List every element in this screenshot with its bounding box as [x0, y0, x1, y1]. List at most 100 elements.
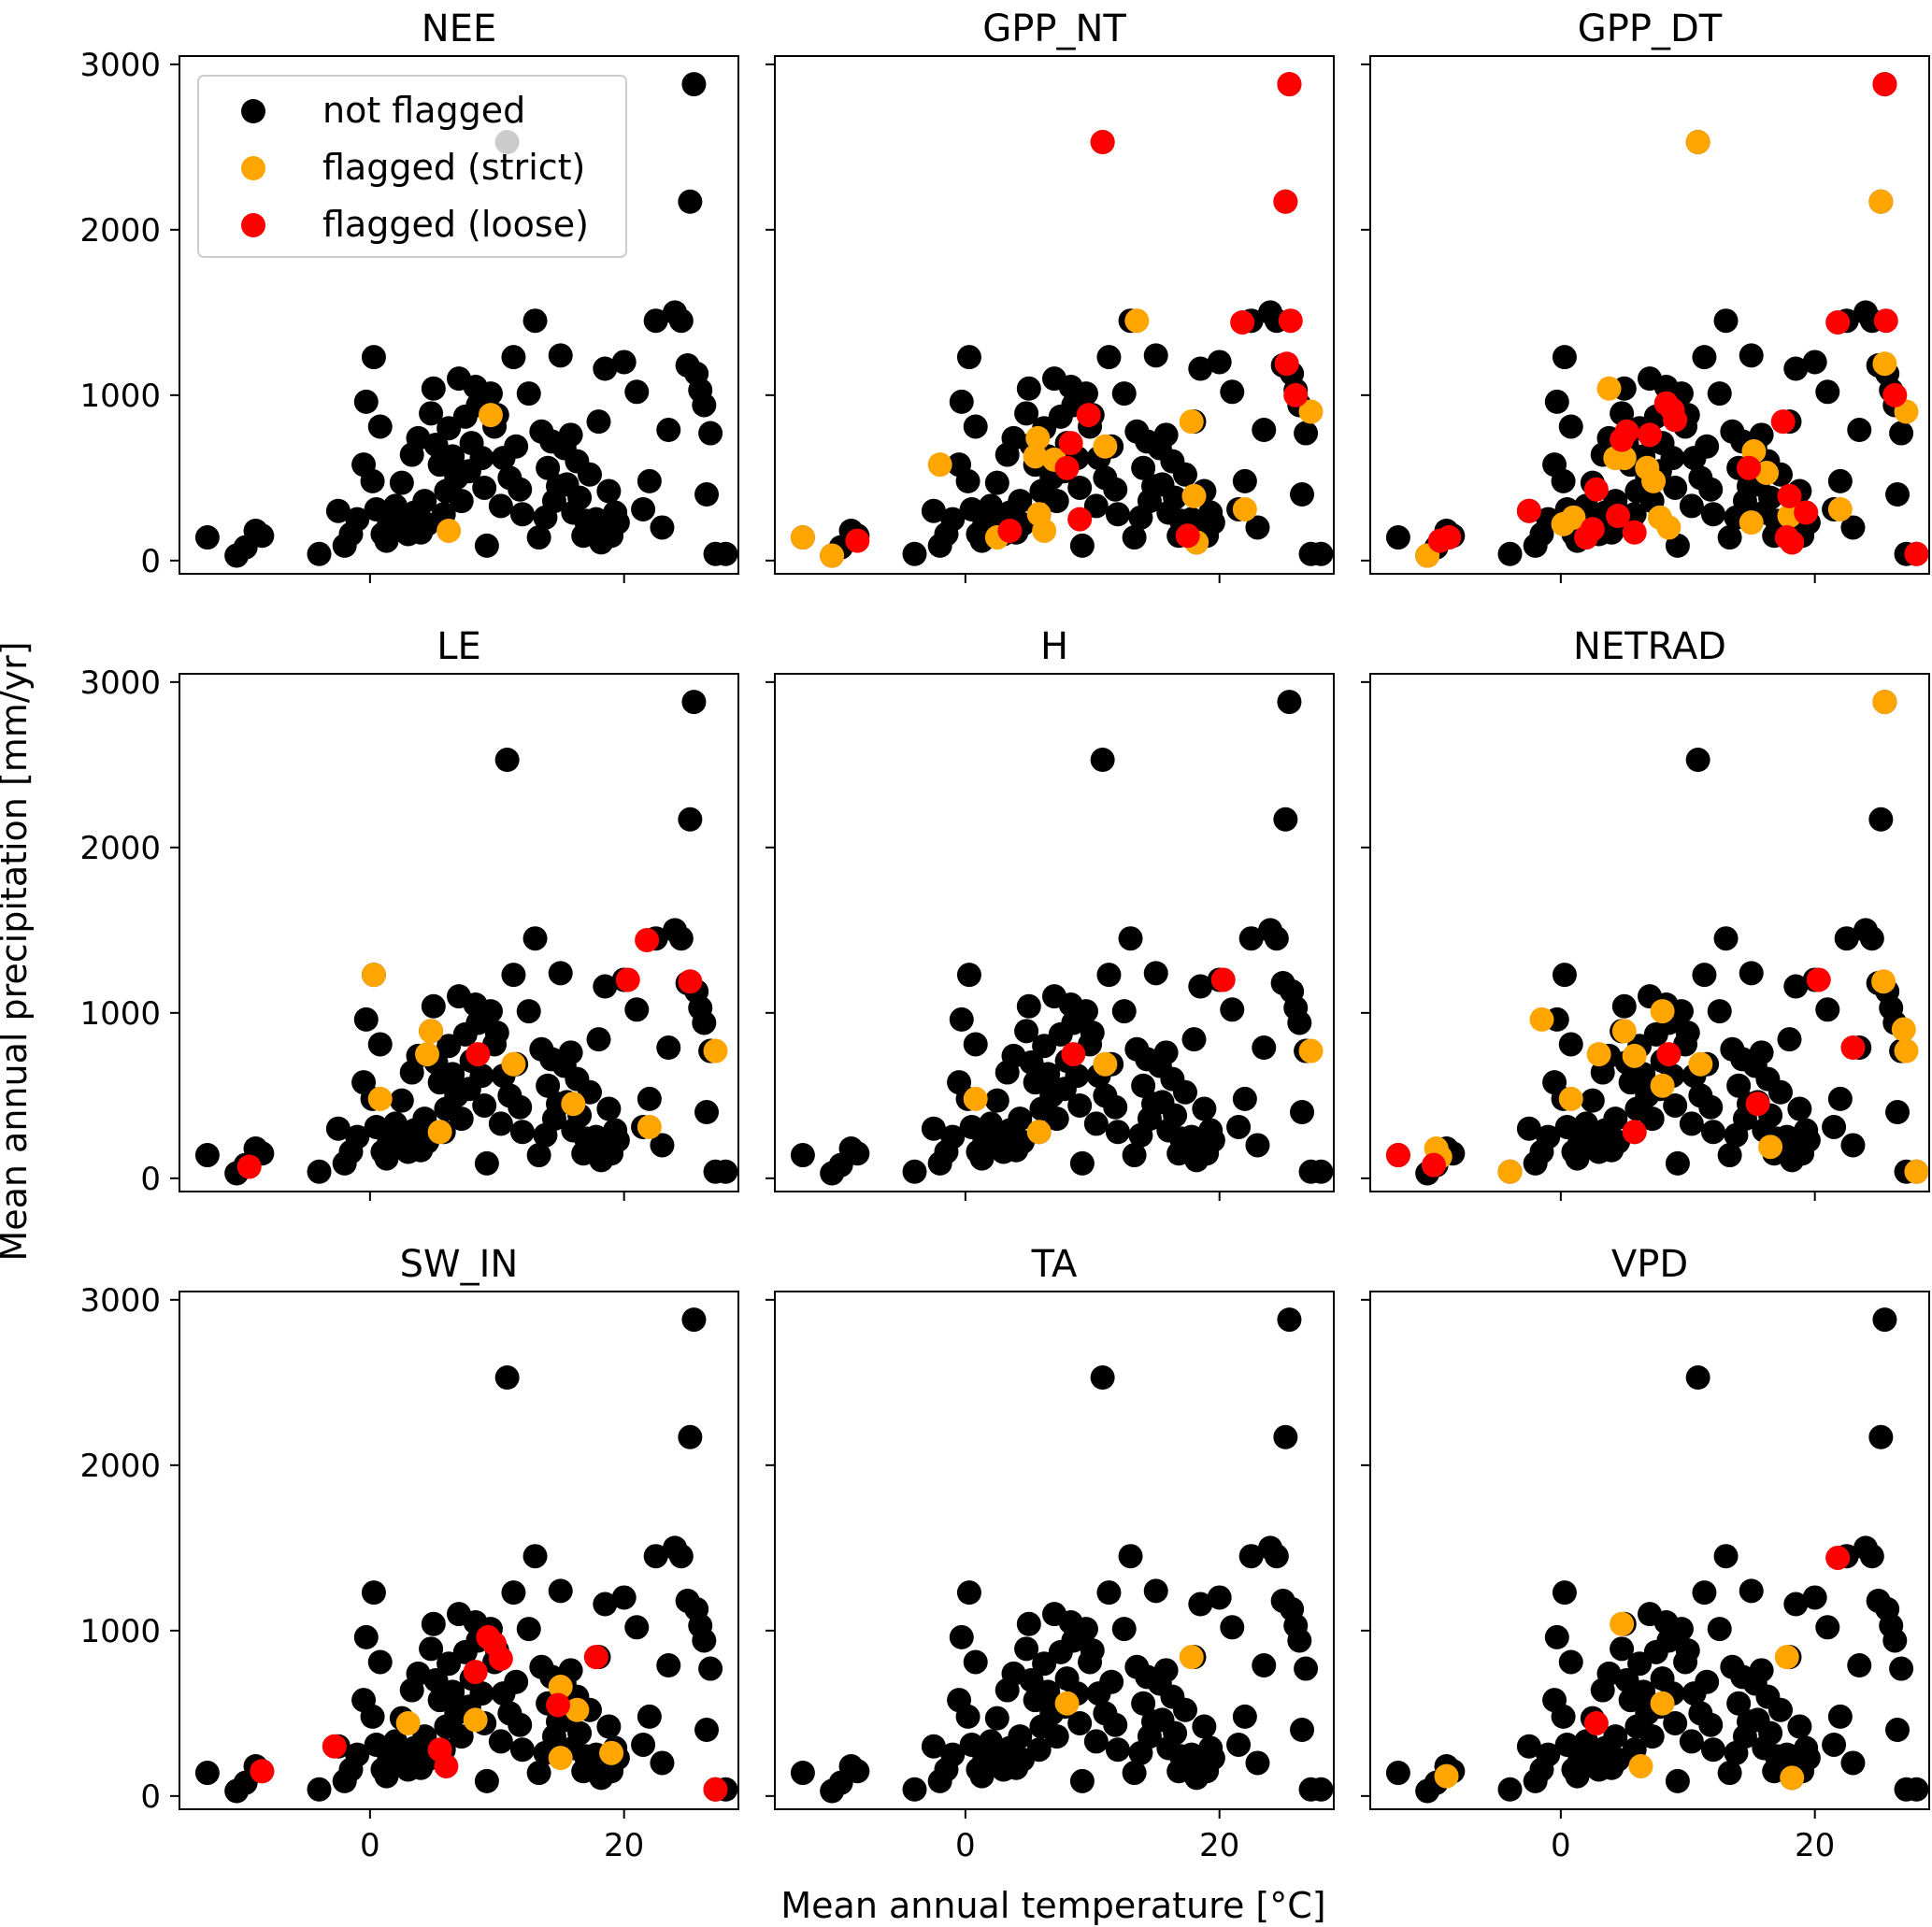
panel-le: LE 0 1000 2000 3000	[79, 625, 739, 1201]
point-flagged-loose	[1277, 72, 1302, 97]
point-not-flagged	[1172, 1697, 1197, 1722]
point-not-flagged	[1544, 389, 1569, 414]
point-flagged-strict	[1758, 1135, 1783, 1160]
point-not-flagged	[1700, 1737, 1725, 1763]
panel-title: LE	[436, 625, 481, 668]
point-not-flagged	[1726, 1691, 1752, 1716]
panel-frame	[774, 55, 1335, 575]
point-flagged-loose	[1904, 541, 1929, 566]
x-axis-label: Mean annual temperature [°C]	[780, 1885, 1325, 1926]
point-not-flagged	[1122, 1761, 1147, 1786]
point-not-flagged	[624, 997, 650, 1022]
point-not-flagged	[643, 308, 668, 334]
point-not-flagged	[1840, 1133, 1866, 1158]
point-not-flagged	[698, 1656, 723, 1681]
point-flagged-loose	[322, 1734, 347, 1759]
point-not-flagged	[509, 1737, 535, 1763]
point-not-flagged	[1264, 926, 1289, 951]
point-not-flagged	[1083, 1729, 1109, 1754]
point-not-flagged	[1698, 1712, 1724, 1737]
y-tick-label: 2000	[79, 830, 161, 867]
point-not-flagged	[650, 1750, 675, 1776]
point-not-flagged	[1663, 1710, 1688, 1735]
point-flagged-strict	[367, 1086, 393, 1111]
point-not-flagged	[361, 345, 386, 370]
point-not-flagged	[1610, 401, 1635, 426]
point-flagged-strict	[1434, 1763, 1459, 1789]
point-not-flagged	[650, 515, 675, 540]
point-not-flagged	[1603, 1106, 1628, 1132]
point-flagged-loose	[1061, 1042, 1086, 1067]
point-not-flagged	[1200, 1128, 1225, 1153]
panel-frame	[179, 1291, 739, 1810]
point-not-flagged	[956, 1580, 981, 1606]
point-not-flagged	[1290, 1100, 1315, 1125]
y-tick-label: 2000	[79, 1448, 161, 1485]
point-not-flagged	[1749, 1040, 1774, 1065]
panel-h: H	[766, 625, 1335, 1201]
point-not-flagged	[949, 1624, 974, 1649]
point-not-flagged	[955, 468, 980, 493]
point-not-flagged	[1610, 1636, 1635, 1662]
point-flagged-strict	[820, 543, 845, 568]
point-not-flagged	[1698, 1094, 1724, 1120]
point-flagged-loose	[546, 1692, 571, 1718]
point-flagged-strict	[790, 525, 815, 550]
point-not-flagged	[440, 1062, 465, 1087]
point-flagged-loose	[465, 1042, 491, 1067]
point-flagged-loose	[1737, 455, 1762, 480]
point-not-flagged	[1552, 963, 1577, 988]
point-not-flagged	[1679, 1729, 1704, 1754]
point-not-flagged	[1143, 1578, 1168, 1604]
point-not-flagged	[1232, 468, 1257, 493]
point-not-flagged	[488, 1729, 513, 1754]
point-flagged-strict	[1596, 376, 1622, 401]
point-not-flagged	[1036, 1062, 1061, 1087]
point-not-flagged	[469, 1681, 494, 1706]
point-not-flagged	[412, 489, 437, 514]
point-flagged-strict	[395, 1710, 421, 1735]
point-not-flagged	[1859, 926, 1884, 951]
point-not-flagged	[1868, 806, 1894, 832]
point-flagged-loose	[1840, 1035, 1866, 1061]
point-not-flagged	[1802, 350, 1827, 375]
point-not-flagged	[1014, 401, 1039, 426]
point-not-flagged	[508, 1712, 533, 1737]
point-flagged-strict	[1827, 496, 1853, 521]
point-not-flagged	[1290, 1718, 1315, 1743]
point-not-flagged	[902, 1777, 927, 1802]
point-not-flagged	[522, 308, 548, 334]
point-not-flagged	[668, 926, 694, 951]
point-not-flagged	[1665, 533, 1690, 558]
point-not-flagged	[1544, 1624, 1569, 1649]
point-not-flagged	[353, 1624, 379, 1649]
point-flagged-strict	[1622, 1043, 1647, 1068]
point-not-flagged	[656, 1653, 681, 1678]
point-not-flagged	[956, 345, 981, 370]
point-not-flagged	[1885, 482, 1911, 507]
point-not-flagged	[694, 482, 720, 507]
point-flagged-strict	[1891, 1017, 1916, 1042]
panel-gpp_nt: GPP_NT	[766, 7, 1335, 583]
point-flagged-strict	[1181, 483, 1207, 508]
point-not-flagged	[1904, 1777, 1929, 1802]
point-not-flagged	[1179, 1124, 1204, 1149]
point-not-flagged	[1700, 1120, 1725, 1145]
point-not-flagged	[1840, 515, 1866, 540]
point-not-flagged	[681, 1307, 707, 1333]
point-not-flagged	[1179, 1742, 1204, 1767]
point-flagged-strict	[1688, 1051, 1713, 1077]
point-flagged-strict	[436, 518, 462, 543]
point-not-flagged	[1090, 748, 1115, 773]
point-flagged-strict	[1026, 1120, 1052, 1145]
point-flagged-loose	[488, 1646, 513, 1671]
point-not-flagged	[567, 485, 593, 510]
point-flagged-strict	[1894, 1038, 1919, 1063]
panel-vpd: VPD 0 20	[1361, 1243, 1930, 1864]
point-not-flagged	[360, 468, 385, 493]
point-not-flagged	[1294, 1656, 1319, 1681]
panel-title: GPP_NT	[982, 7, 1126, 50]
point-not-flagged	[1707, 381, 1732, 407]
point-not-flagged	[790, 1143, 815, 1168]
